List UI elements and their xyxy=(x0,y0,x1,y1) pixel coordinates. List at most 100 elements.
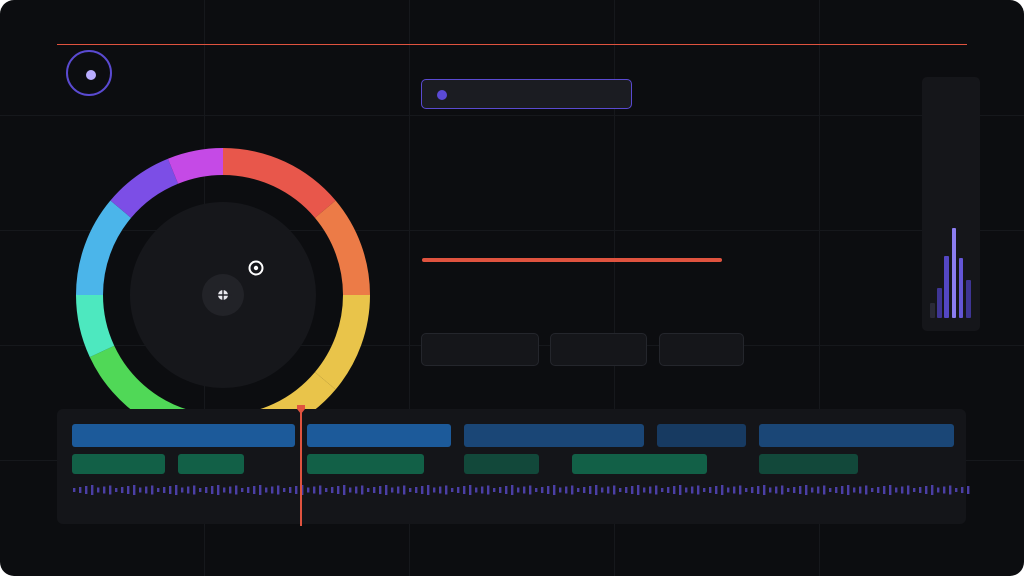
waveform-bar xyxy=(817,486,820,494)
waveform-bar xyxy=(301,485,304,495)
waveform-bar xyxy=(379,486,382,494)
target-icon[interactable] xyxy=(248,260,264,276)
grid-line xyxy=(0,230,1024,231)
color-wheel[interactable] xyxy=(60,130,380,420)
logo-ring-icon[interactable] xyxy=(66,50,112,96)
waveform-bar xyxy=(205,487,208,493)
waveform-bar xyxy=(229,486,232,494)
waveform-bar xyxy=(259,485,262,495)
waveform-bar xyxy=(739,485,742,495)
audio-clip[interactable] xyxy=(72,454,165,474)
toolbar-button-1[interactable] xyxy=(421,333,539,366)
wheel-segment[interactable] xyxy=(89,345,223,420)
color-wheel-graphic[interactable] xyxy=(60,130,380,420)
search-input[interactable] xyxy=(421,79,632,109)
audio-waveform xyxy=(73,485,970,495)
waveform-bar xyxy=(943,486,946,494)
crosshair-icon[interactable] xyxy=(202,274,244,316)
waveform-bar xyxy=(925,486,928,494)
waveform-bar xyxy=(715,486,718,494)
video-clip[interactable] xyxy=(657,424,746,447)
waveform-bar xyxy=(463,486,466,494)
waveform-bar xyxy=(811,487,814,493)
waveform-bar xyxy=(847,485,850,495)
record-dot-icon xyxy=(437,90,447,100)
wheel-segment[interactable] xyxy=(314,200,370,295)
waveform-bar xyxy=(451,488,454,492)
waveform-bar xyxy=(583,487,586,493)
grid-line xyxy=(409,0,410,576)
waveform-bar xyxy=(649,486,652,494)
toolbar-button-2[interactable] xyxy=(550,333,647,366)
audio-clip[interactable] xyxy=(572,454,707,474)
waveform-bar xyxy=(871,488,874,492)
waveform-bar xyxy=(289,487,292,493)
waveform-bar xyxy=(937,487,940,493)
waveform-bar xyxy=(235,485,238,495)
video-clip[interactable] xyxy=(759,424,954,447)
waveform-bar xyxy=(787,488,790,492)
waveform-bar xyxy=(841,486,844,494)
waveform-bar xyxy=(709,487,712,493)
video-clip[interactable] xyxy=(72,424,295,447)
wheel-segment[interactable] xyxy=(76,295,115,358)
waveform-bar xyxy=(517,487,520,493)
waveform-bar xyxy=(163,487,166,493)
waveform-bar xyxy=(91,485,94,495)
audio-clip[interactable] xyxy=(759,454,858,474)
waveform-bar xyxy=(679,485,682,495)
video-clip[interactable] xyxy=(307,424,451,447)
waveform-bar xyxy=(127,486,130,494)
waveform-bar xyxy=(415,487,418,493)
waveform-bar xyxy=(577,488,580,492)
waveform-bar xyxy=(295,486,298,494)
waveform-bar xyxy=(181,487,184,493)
waveform-bar xyxy=(439,486,442,494)
waveform-bar xyxy=(493,488,496,492)
audio-clip[interactable] xyxy=(178,454,244,474)
wheel-segment[interactable] xyxy=(110,158,179,218)
waveform-bar xyxy=(385,485,388,495)
waveform-bar xyxy=(457,487,460,493)
wheel-segment[interactable] xyxy=(223,372,336,420)
waveform-bar xyxy=(877,487,880,493)
grid-line xyxy=(614,0,615,576)
waveform-bar xyxy=(895,487,898,493)
playhead-marker-icon[interactable] xyxy=(296,405,306,415)
waveform-bar xyxy=(667,487,670,493)
waveform-bar xyxy=(271,486,274,494)
waveform-bar xyxy=(391,487,394,493)
meter-bar xyxy=(944,256,949,318)
waveform-bar xyxy=(445,485,448,495)
wheel-segment[interactable] xyxy=(76,200,132,295)
waveform-bar xyxy=(421,486,424,494)
waveform-bar xyxy=(397,486,400,494)
wheel-segment[interactable] xyxy=(223,148,336,218)
waveform-bar xyxy=(115,488,118,492)
waveform-bar xyxy=(931,485,934,495)
waveform-bar xyxy=(85,486,88,494)
waveform-bar xyxy=(703,488,706,492)
waveform-bar xyxy=(853,487,856,493)
grid-line xyxy=(819,0,820,576)
playhead[interactable] xyxy=(300,409,302,526)
waveform-bar xyxy=(103,486,106,494)
wheel-segment[interactable] xyxy=(314,295,370,390)
video-clip[interactable] xyxy=(464,424,644,447)
grid-line xyxy=(0,115,1024,116)
waveform-bar xyxy=(775,486,778,494)
audio-clip[interactable] xyxy=(307,454,424,474)
waveform-bar xyxy=(427,485,430,495)
waveform-bar xyxy=(763,485,766,495)
toolbar-button-3[interactable] xyxy=(659,333,744,366)
waveform-bar xyxy=(745,488,748,492)
progress-bar xyxy=(422,258,722,262)
waveform-bar xyxy=(109,485,112,495)
waveform-bar xyxy=(805,485,808,495)
timeline-panel[interactable] xyxy=(57,409,970,524)
audio-clip[interactable] xyxy=(464,454,539,474)
wheel-segment[interactable] xyxy=(167,148,223,184)
waveform-bar xyxy=(961,487,964,493)
waveform-bar xyxy=(859,486,862,494)
waveform-bar xyxy=(367,488,370,492)
